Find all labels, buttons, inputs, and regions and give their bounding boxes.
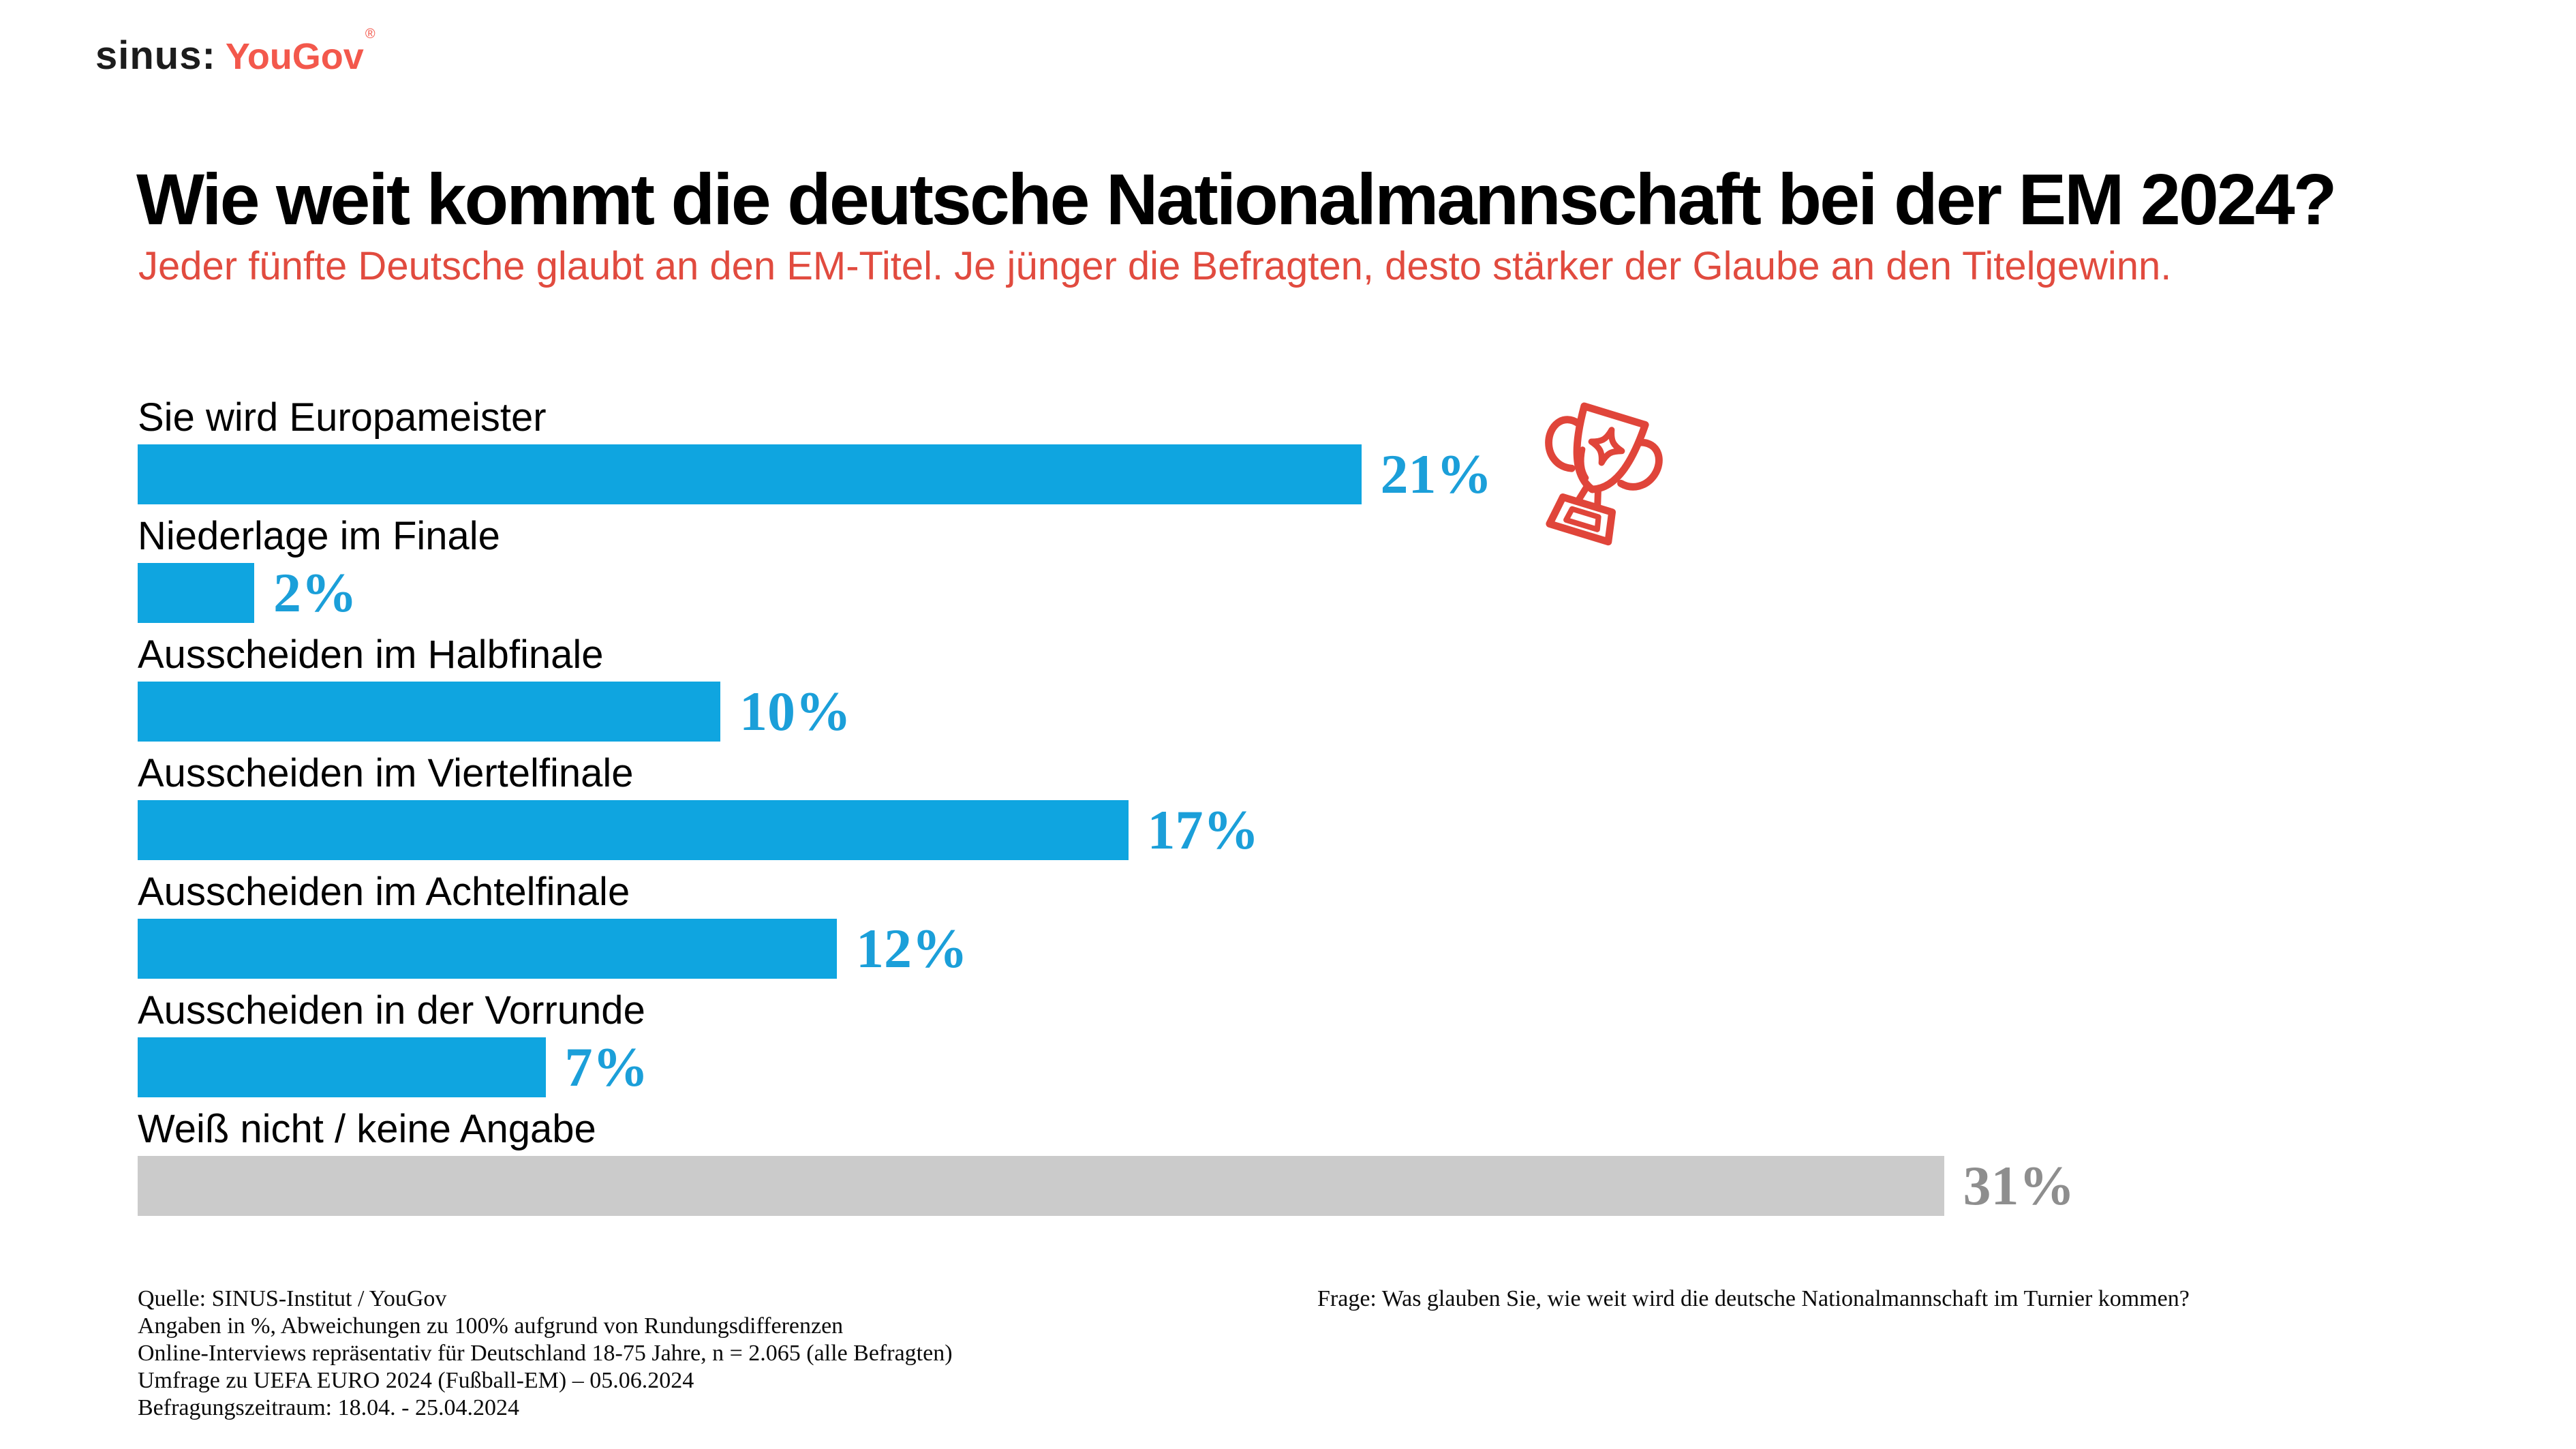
bar-value-label: 17% bbox=[1147, 799, 1259, 861]
page-subtitle: Jeder fünfte Deutsche glaubt an den EM-T… bbox=[138, 244, 2172, 288]
bar-value-label: 7% bbox=[564, 1036, 649, 1098]
bar-line: 7% bbox=[138, 1037, 2441, 1097]
bar-line: 2% bbox=[138, 563, 2441, 623]
bar-value-label: 10% bbox=[739, 680, 851, 742]
bar-category-label: Ausscheiden im Achtelfinale bbox=[138, 870, 630, 914]
bar-line: 10% bbox=[138, 682, 2441, 742]
footnote-line: Quelle: SINUS-Institut / YouGov bbox=[138, 1286, 447, 1311]
footnote-line: Angaben in %, Abweichungen zu 100% aufgr… bbox=[138, 1313, 844, 1339]
bar-category-label: Sie wird Europameister bbox=[138, 395, 547, 440]
yougov-logo-text: YouGov® bbox=[225, 27, 375, 77]
footnote-line: Umfrage zu UEFA EURO 2024 (Fußball-EM) –… bbox=[138, 1368, 694, 1393]
sinus-logo-text: sinus: bbox=[95, 33, 216, 78]
bar-line: 21% bbox=[138, 444, 2441, 504]
source-footnotes: Quelle: SINUS-Institut / YouGov Angaben i… bbox=[138, 1285, 953, 1422]
bar-line: 12% bbox=[138, 919, 2441, 979]
bar-category-label: Niederlage im Finale bbox=[138, 514, 500, 558]
bar bbox=[138, 1156, 1944, 1216]
bar-line: 31% bbox=[138, 1156, 2441, 1216]
footnote-line: Online-Interviews repräsentativ für Deut… bbox=[138, 1341, 953, 1366]
bar bbox=[138, 800, 1129, 860]
registered-mark: ® bbox=[365, 27, 375, 42]
bar bbox=[138, 919, 837, 979]
bar-value-label: 21% bbox=[1380, 443, 1492, 505]
bar-row: Ausscheiden in der Vorrunde 7% bbox=[138, 990, 2441, 1097]
bar bbox=[138, 1037, 546, 1097]
bar bbox=[138, 444, 1362, 504]
bar-line: 17% bbox=[138, 800, 2441, 860]
bar-value-label: 12% bbox=[856, 917, 968, 979]
sinus-yougov-logo: sinus: YouGov® bbox=[95, 27, 375, 78]
page-title: Wie weit kommt die deutsche Nationalmann… bbox=[136, 159, 2337, 241]
bar-row: Ausscheiden im Halbfinale 10% bbox=[138, 634, 2441, 742]
bar-category-label: Ausscheiden im Viertelfinale bbox=[138, 751, 634, 795]
bar-row: Sie wird Europameister 21% bbox=[138, 397, 2441, 504]
bar-category-label: Ausscheiden in der Vorrunde bbox=[138, 988, 645, 1033]
bar-row: Ausscheiden im Viertelfinale 17% bbox=[138, 752, 2441, 860]
bar-chart: Sie wird Europameister 21% Niederlage im… bbox=[138, 397, 2441, 1216]
bar-row: Weiß nicht / keine Angabe 31% bbox=[138, 1108, 2441, 1216]
bar-value-label: 31% bbox=[1963, 1155, 2075, 1217]
footnote-line: Befragungszeitraum: 18.04. - 25.04.2024 bbox=[138, 1395, 519, 1420]
trophy-icon bbox=[1545, 402, 1663, 546]
bar-category-label: Weiß nicht / keine Angabe bbox=[138, 1107, 596, 1151]
bar bbox=[138, 563, 254, 623]
bar-row: Ausscheiden im Achtelfinale 12% bbox=[138, 871, 2441, 979]
question-footnote: Frage: Was glauben Sie, wie weit wird di… bbox=[1317, 1286, 2190, 1311]
bar-category-label: Ausscheiden im Halbfinale bbox=[138, 632, 604, 677]
bar bbox=[138, 682, 720, 742]
bar-value-label: 2% bbox=[273, 562, 357, 624]
bar-row: Niederlage im Finale 2% bbox=[138, 515, 2441, 623]
